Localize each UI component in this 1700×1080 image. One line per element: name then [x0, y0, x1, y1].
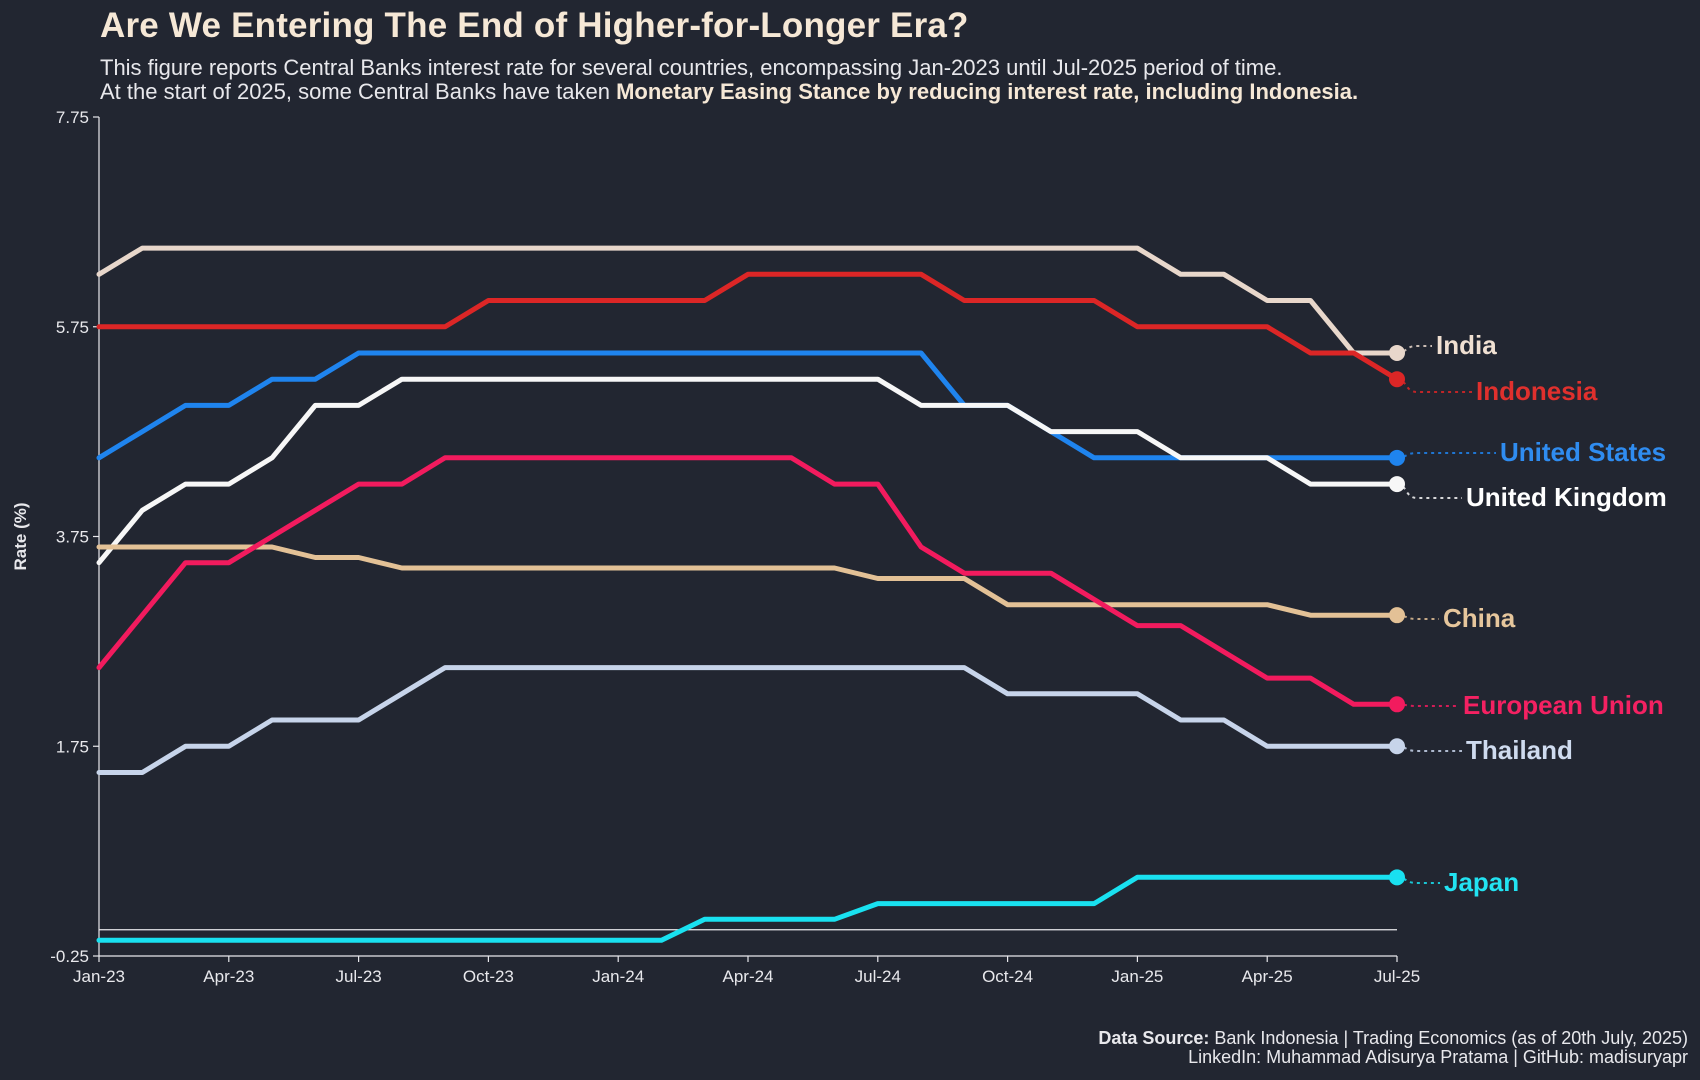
connector-thailand	[1396, 745, 1462, 752]
series-line-indonesia	[96, 271, 1400, 382]
chart-subtitle-line-2: At the start of 2025, some Central Banks…	[100, 79, 1358, 105]
series-label-european-union: European Union	[1463, 690, 1664, 720]
chart-subtitle-line-1: This figure reports Central Banks intere…	[100, 55, 1283, 80]
x-tick-label: Jul-25	[1374, 967, 1420, 986]
series-line-united-kingdom	[96, 376, 1400, 566]
x-tick-label: Jan-24	[592, 967, 644, 986]
endpoint-japan	[1389, 869, 1405, 886]
chart-series-endpoints: India Indonesia United States United Kingdo…	[1389, 330, 1667, 897]
y-tick-label: 7.75	[56, 108, 89, 127]
endpoint-thailand	[1389, 738, 1405, 755]
series-label-india: India	[1436, 330, 1497, 360]
x-tick-label: Apr-24	[722, 967, 773, 986]
endpoint-united-kingdom	[1389, 476, 1405, 493]
series-label-china: China	[1443, 603, 1516, 633]
endpoint-india	[1389, 344, 1405, 361]
x-tick-label: Jul-23	[335, 967, 381, 986]
x-tick-label: Jul-24	[855, 967, 901, 986]
y-tick-label: -0.25	[50, 947, 89, 966]
series-line-china	[96, 544, 1400, 618]
series-label-thailand: Thailand	[1466, 735, 1573, 765]
chart-title: Are We Entering The End of Higher-for-Lo…	[100, 6, 969, 45]
connector-european-union	[1396, 703, 1459, 707]
x-tick-label: Oct-23	[463, 967, 514, 986]
author-credit: LinkedIn: Muhammad Adisurya Pratama | Gi…	[1188, 1047, 1688, 1067]
x-tick-label: Apr-23	[203, 967, 254, 986]
series-label-japan: Japan	[1444, 867, 1519, 897]
connector-united-kingdom	[1396, 483, 1462, 499]
data-source-label: Data Source:	[1098, 1028, 1210, 1048]
subtitle-prefix: At the start of 2025, some Central Banks…	[100, 79, 617, 104]
x-tick-label: Oct-24	[982, 967, 1033, 986]
series-label-indonesia: Indonesia	[1476, 376, 1598, 406]
series-line-united-states	[96, 350, 1400, 461]
endpoint-indonesia	[1389, 371, 1405, 388]
series-line-india	[96, 245, 1400, 356]
y-tick-label: 1.75	[56, 737, 89, 756]
data-source-note: Data Source: Bank Indonesia | Trading Ec…	[1098, 1028, 1688, 1049]
series-line-japan	[96, 874, 1400, 943]
connector-united-states	[1396, 452, 1496, 459]
y-tick-label: 5.75	[56, 318, 89, 337]
subtitle-highlight: Monetary Easing Stance by reducing inter…	[616, 79, 1353, 104]
endpoint-united-states	[1389, 449, 1405, 466]
series-line-thailand	[96, 665, 1400, 775]
y-axis-label: Rate (%)	[11, 502, 30, 570]
series-label-united-kingdom: United Kingdom	[1466, 482, 1667, 512]
connector-indonesia	[1396, 378, 1472, 393]
series-label-united-states: United States	[1500, 437, 1666, 467]
data-source-text: Bank Indonesia | Trading Economics (as o…	[1209, 1028, 1688, 1048]
x-tick-label: Apr-25	[1242, 967, 1293, 986]
x-tick-label: Jan-25	[1111, 967, 1163, 986]
chart-series-lines	[96, 245, 1400, 943]
subtitle-suffix: .	[1352, 79, 1359, 104]
endpoint-china	[1389, 607, 1405, 624]
x-tick-label: Jan-23	[73, 967, 125, 986]
endpoint-european-union	[1389, 696, 1405, 713]
series-line-european-union	[96, 455, 1400, 707]
y-tick-label: 3.75	[56, 528, 89, 547]
chart-axes: -0.25 1.75 3.75 5.75 7.75 Jan-23 Apr-23 Jul-23 O…	[11, 108, 1420, 986]
